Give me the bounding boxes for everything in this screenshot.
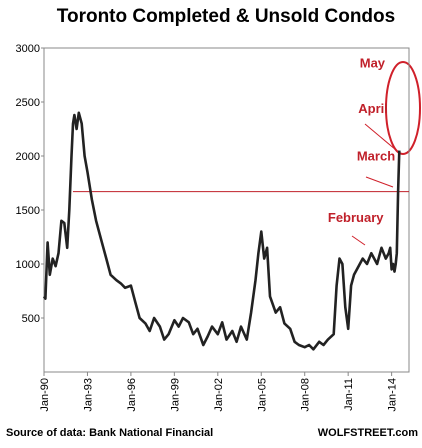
annotation: March bbox=[357, 148, 395, 163]
x-tick-label: Jan-93 bbox=[82, 378, 94, 412]
y-tick-label: 2000 bbox=[16, 151, 40, 163]
x-tick-label: Jan-90 bbox=[39, 378, 51, 412]
y-tick-label: 1500 bbox=[16, 205, 40, 217]
y-tick-label: 500 bbox=[22, 313, 40, 325]
data-line bbox=[42, 111, 401, 351]
x-tick-label: Jan-08 bbox=[300, 378, 312, 412]
annotation: May bbox=[360, 55, 386, 70]
annotation: February bbox=[328, 210, 384, 225]
brand: WOLFSTREET.com bbox=[318, 427, 418, 439]
x-tick-label: Jan-05 bbox=[256, 378, 268, 412]
highlight-ellipse bbox=[385, 61, 421, 155]
annotation: April bbox=[358, 101, 388, 116]
arrow bbox=[364, 123, 397, 151]
y-tick-label: 3000 bbox=[16, 43, 40, 55]
arrow bbox=[365, 176, 394, 188]
x-tick-label: Jan-02 bbox=[213, 378, 225, 412]
y-tick-label: 2500 bbox=[16, 97, 40, 109]
source-note: Source of data: Bank National Financial bbox=[6, 427, 213, 439]
x-tick-label: Jan-96 bbox=[126, 378, 138, 412]
y-tick-label: 1000 bbox=[16, 259, 40, 271]
x-tick-label: Jan-99 bbox=[169, 378, 181, 412]
x-tick-label: Jan-11 bbox=[343, 378, 355, 411]
arrow bbox=[351, 235, 366, 246]
x-tick-label: Jan-14 bbox=[387, 378, 399, 412]
chart-title: Toronto Completed & Unsold Condos bbox=[57, 6, 395, 27]
